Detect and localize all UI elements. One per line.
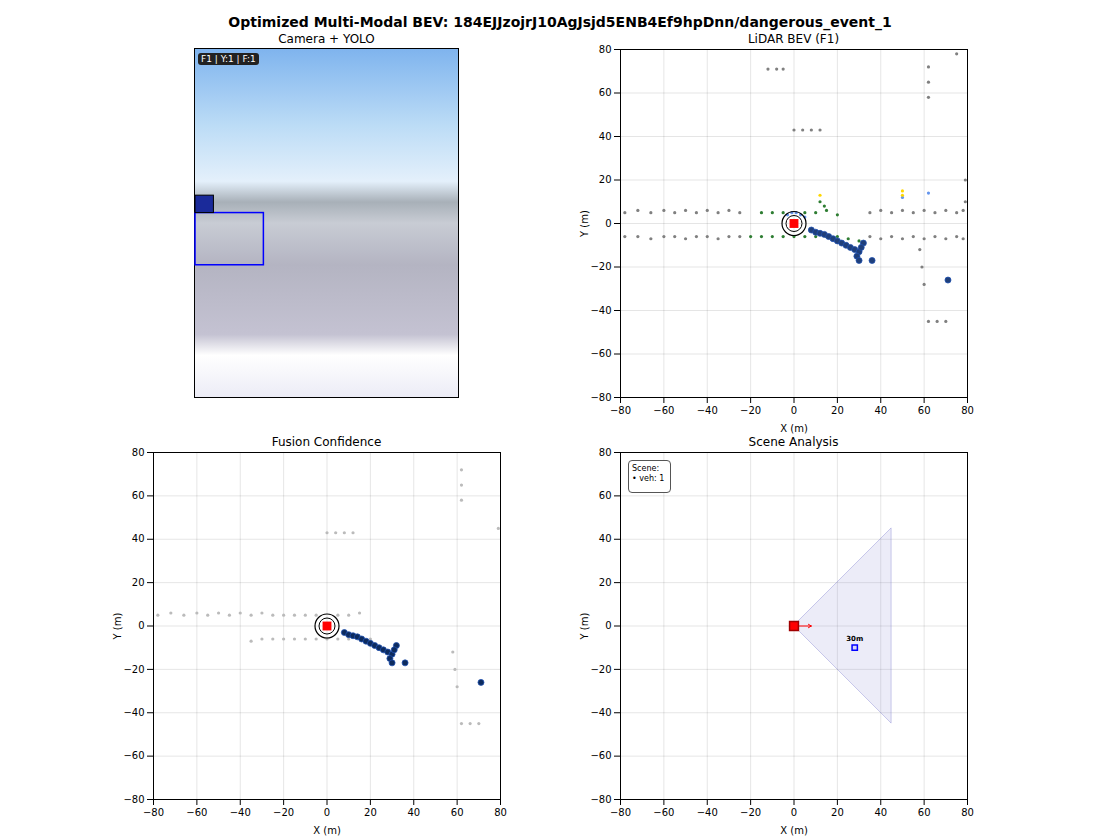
svg-text:0: 0 — [138, 620, 144, 631]
svg-text:60: 60 — [918, 405, 931, 416]
svg-text:0: 0 — [605, 218, 611, 229]
svg-text:40: 40 — [874, 405, 887, 416]
svg-text:0: 0 — [605, 620, 611, 631]
html-text:Scene Analysis: Scene Analysis — [748, 435, 839, 449]
svg-text:X (m): X (m) — [313, 825, 341, 836]
svg-text:−40: −40 — [697, 807, 718, 818]
svg-text:80: 80 — [599, 44, 612, 55]
svg-text:80: 80 — [961, 807, 974, 818]
html-text:Fusion Confidence: Fusion Confidence — [271, 435, 382, 449]
svg-text:80: 80 — [961, 405, 974, 416]
svg-text:0: 0 — [791, 807, 797, 818]
svg-text:−20: −20 — [123, 664, 144, 675]
svg-text:20: 20 — [599, 577, 612, 588]
svg-text:Y (m): Y (m) — [579, 612, 590, 640]
svg-text:−80: −80 — [123, 794, 144, 805]
svg-text:20: 20 — [831, 807, 844, 818]
svg-text:40: 40 — [874, 807, 887, 818]
svg-text:20: 20 — [364, 807, 377, 818]
svg-text:X (m): X (m) — [780, 825, 808, 836]
svg-text:−60: −60 — [653, 405, 674, 416]
svg-text:40: 40 — [599, 533, 612, 544]
svg-text:−20: −20 — [740, 807, 761, 818]
svg-text:Y (m): Y (m) — [579, 210, 590, 238]
svg-text:−80: −80 — [590, 392, 611, 403]
svg-text:−20: −20 — [590, 261, 611, 272]
svg-text:80: 80 — [132, 447, 145, 458]
svg-text:20: 20 — [599, 174, 612, 185]
svg-text:−40: −40 — [590, 707, 611, 718]
svg-text:20: 20 — [831, 405, 844, 416]
svg-text:60: 60 — [599, 490, 612, 501]
svg-text:40: 40 — [599, 131, 612, 142]
svg-text:−60: −60 — [590, 750, 611, 761]
svg-text:60: 60 — [599, 87, 612, 98]
svg-text:−20: −20 — [273, 807, 294, 818]
svg-text:40: 40 — [132, 533, 145, 544]
svg-text:−40: −40 — [123, 707, 144, 718]
svg-text:60: 60 — [132, 490, 145, 501]
svg-text:60: 60 — [918, 807, 931, 818]
svg-text:X (m): X (m) — [780, 423, 808, 434]
html-text:F1 | Y:1 | F:1: F1 | Y:1 | F:1 — [201, 54, 256, 64]
html-text:Scene: • veh: 1: Scene: • veh: 1 — [632, 464, 665, 483]
svg-text:60: 60 — [451, 807, 464, 818]
svg-text:30m: 30m — [846, 635, 863, 643]
svg-text:−60: −60 — [123, 750, 144, 761]
svg-text:−80: −80 — [143, 807, 164, 818]
svg-text:−80: −80 — [610, 405, 631, 416]
svg-text:−60: −60 — [653, 807, 674, 818]
html-text:Optimized Multi-Modal BEV: 184: Optimized Multi-Modal BEV: 184EJJzojrJ10… — [228, 14, 892, 30]
svg-text:−40: −40 — [590, 305, 611, 316]
svg-text:−80: −80 — [590, 794, 611, 805]
svg-text:−20: −20 — [740, 405, 761, 416]
svg-text:80: 80 — [494, 807, 507, 818]
svg-text:0: 0 — [324, 807, 330, 818]
svg-text:80: 80 — [599, 447, 612, 458]
svg-text:40: 40 — [407, 807, 420, 818]
svg-text:20: 20 — [132, 577, 145, 588]
svg-text:−60: −60 — [590, 348, 611, 359]
svg-text:−20: −20 — [590, 664, 611, 675]
svg-text:−40: −40 — [230, 807, 251, 818]
svg-text:−60: −60 — [186, 807, 207, 818]
svg-text:−40: −40 — [697, 405, 718, 416]
svg-text:−80: −80 — [610, 807, 631, 818]
html-text:LiDAR BEV (F1): LiDAR BEV (F1) — [747, 32, 840, 46]
svg-text:Y (m): Y (m) — [112, 612, 123, 640]
html-text:Camera + YOLO: Camera + YOLO — [278, 32, 375, 46]
svg-text:0: 0 — [791, 405, 797, 416]
